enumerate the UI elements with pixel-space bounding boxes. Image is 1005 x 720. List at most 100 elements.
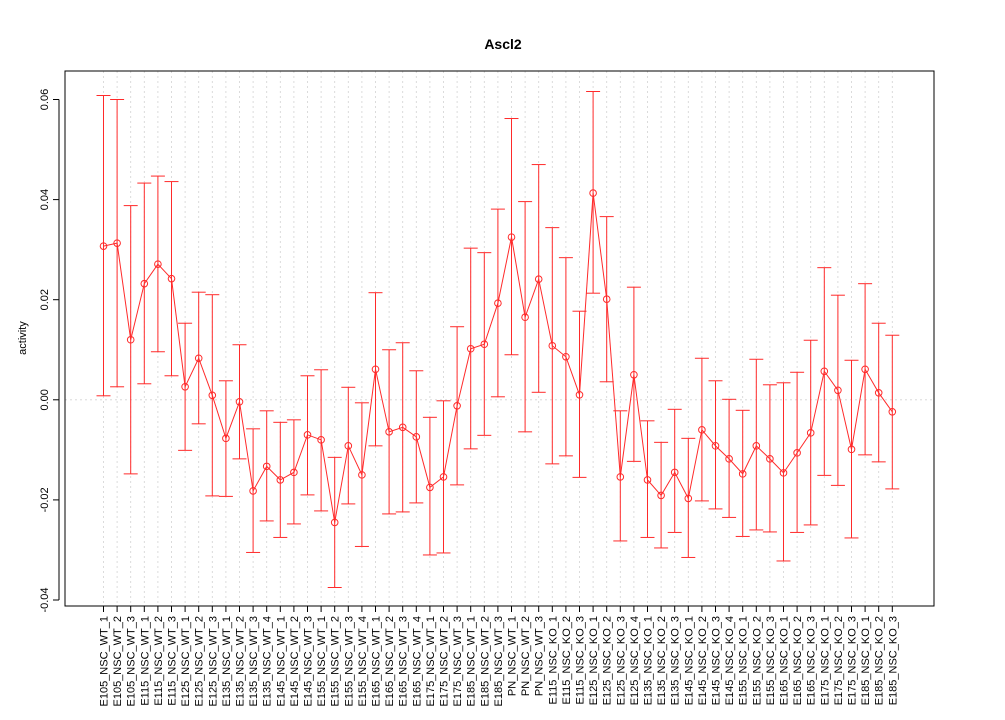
data-point [861,365,869,374]
data-point [738,470,747,478]
x-tick-label: PN_NSC_WT_1 [507,616,519,696]
x-tick-label: E145_NSC_WT_3 [303,616,315,707]
x-tick-label: E145_NSC_KO_3 [711,616,723,705]
data-point [385,428,393,436]
data-point [670,468,679,477]
y-axis: -0.04 -0.02 0.00 0.02 0.04 0.06 [39,89,60,613]
data-point [725,455,733,463]
x-tick-label: E155_NSC_WT_3 [343,616,355,707]
x-tick-label: E135_NSC_KO_3 [670,616,682,705]
y-tick-label: -0.02 [39,487,51,512]
x-tick-label: E155_NSC_WT_2 [330,616,342,707]
y-axis-label: activity [17,321,29,355]
data-point [208,391,217,400]
x-tick-label: E155_NSC_KO_2 [751,616,763,705]
data-point [222,434,230,443]
x-tick-label: E125_NSC_KO_3 [615,616,627,705]
data-point [779,469,788,477]
data-point [398,423,407,432]
data-point [249,487,257,495]
x-tick-label: E125_NSC_KO_4 [629,616,641,705]
data-point [181,382,189,391]
data-point [820,367,829,376]
data-points [99,189,897,527]
x-tick-label: E185_NSC_WT_2 [479,616,491,707]
data-point [453,402,461,410]
data-point [290,468,298,477]
data-point [317,436,325,444]
x-axis: E105_NSC_WT_1 E105_NSC_WT_2 E105_NSC_WT_3 E… [99,606,899,707]
x-tick-label: E125_NSC_KO_2 [602,616,614,705]
x-tick-label: E125_NSC_WT_2 [194,616,206,707]
data-point [521,313,529,322]
data-point [548,341,557,350]
data-point [630,370,638,379]
y-tick-label: 0.06 [39,89,51,110]
x-tick-label: E185_NSC_KO_1 [860,616,872,705]
x-tick-label: E175_NSC_WT_1 [425,616,437,707]
x-tick-label: E155_NSC_WT_4 [357,616,369,707]
data-point [698,426,706,434]
x-tick-label: E185_NSC_KO_3 [887,616,899,705]
x-tick-label: E185_NSC_KO_2 [874,616,886,705]
data-point [793,449,801,457]
data-point [766,455,774,463]
x-tick-label: E115_NSC_KO_2 [561,616,573,704]
grid [65,71,934,606]
x-tick-label: E145_NSC_KO_1 [683,616,695,705]
data-point [412,433,421,441]
data-point [534,275,543,283]
data-point [507,233,516,241]
data-point [874,388,883,397]
x-tick-label: E165_NSC_KO_2 [792,616,804,705]
x-tick-label: E165_NSC_WT_1 [371,616,383,707]
data-point [194,354,203,363]
y-tick-label: -0.04 [39,587,51,612]
x-tick-label: E165_NSC_KO_3 [806,616,818,705]
y-tick-label: 0.04 [39,189,51,210]
series-line [103,193,893,523]
data-point [575,390,584,399]
chart-title: Ascl2 [484,36,522,52]
data-point [371,365,380,374]
error-bars [96,90,900,588]
data-point [466,344,475,353]
x-tick-label: PN_NSC_WT_3 [534,616,546,696]
data-point [616,473,625,481]
x-tick-label: E155_NSC_KO_3 [765,616,777,705]
data-point [113,239,121,247]
data-point [262,462,271,471]
data-point [276,476,285,484]
data-point [888,408,897,416]
x-tick-label: E115_NSC_WT_1 [139,616,151,706]
plot-frame [64,70,935,607]
x-tick-label: E165_NSC_WT_2 [384,616,396,707]
data-point [711,442,720,450]
x-tick-label: E135_NSC_KO_1 [643,616,655,705]
x-tick-label: E115_NSC_WT_3 [167,616,179,706]
data-point [847,445,856,454]
x-tick-label: E145_NSC_KO_2 [697,616,709,705]
data-point [602,295,611,303]
x-tick-label: E135_NSC_WT_2 [235,616,247,707]
data-point [589,189,597,197]
data-point [752,442,761,450]
x-tick-label: E165_NSC_KO_1 [779,616,791,705]
data-point [562,352,570,361]
x-tick-label: E165_NSC_WT_4 [411,616,423,707]
data-point [834,386,842,395]
x-tick-label: E175_NSC_KO_3 [847,616,859,705]
x-tick-label: E125_NSC_WT_1 [180,616,192,707]
x-tick-label: E135_NSC_KO_2 [656,616,668,705]
data-point [643,476,652,484]
data-point [426,483,434,492]
data-point [99,242,108,250]
data-point [154,260,162,268]
data-point [806,429,815,437]
data-point [344,442,353,450]
data-point [140,279,149,288]
x-tick-label: E135_NSC_WT_4 [262,616,274,707]
x-tick-label: E105_NSC_WT_1 [99,616,111,707]
x-tick-label: E115_NSC_KO_1 [547,616,559,704]
